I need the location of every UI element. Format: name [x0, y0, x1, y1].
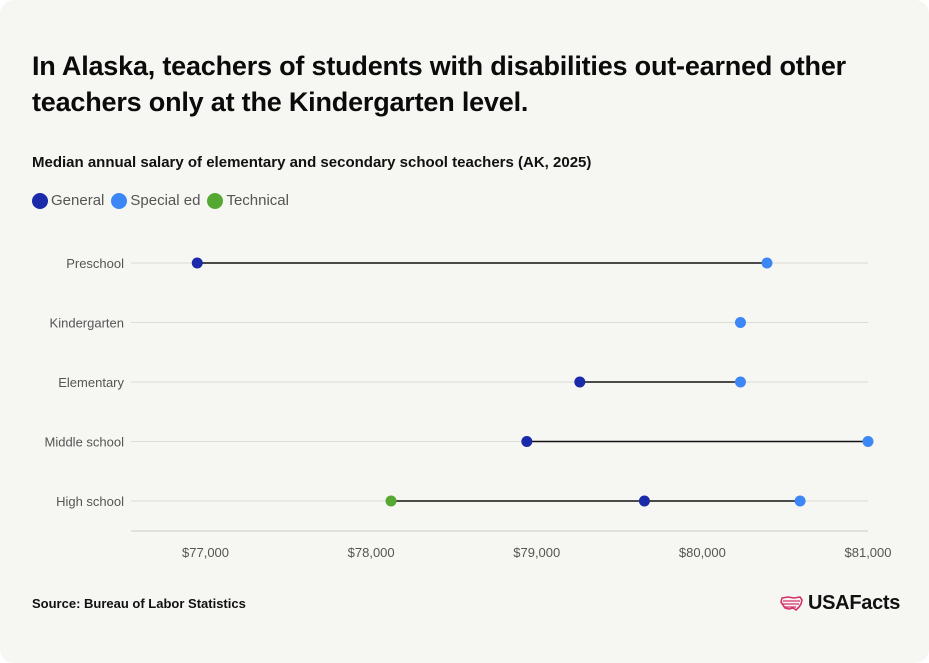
- point-technical: [385, 495, 397, 507]
- category-label-high-school: High school: [56, 494, 124, 509]
- source-note: Source: Bureau of Labor Statistics: [32, 596, 246, 611]
- category-label-middle-school: Middle school: [45, 435, 125, 450]
- x-tick-label: $77,000: [182, 545, 229, 560]
- chart-subtitle: Median annual salary of elementary and s…: [32, 154, 592, 171]
- chart-headline: In Alaska, teachers of students with dis…: [32, 51, 846, 117]
- legend-item-general: General: [32, 192, 104, 209]
- point-general: [191, 257, 203, 269]
- x-tick-label: $79,000: [513, 545, 560, 560]
- usafacts-logo: USAFacts: [780, 592, 900, 615]
- legend-dot-special-ed: [111, 192, 128, 209]
- category-label-preschool: Preschool: [66, 256, 124, 271]
- legend-item-technical: Technical: [207, 192, 289, 209]
- legend-dot-technical: [207, 192, 224, 209]
- category-label-elementary: Elementary: [58, 375, 124, 390]
- legend-label-technical: Technical: [226, 192, 289, 209]
- legend-dot-general: [32, 192, 48, 209]
- legend-label-special-ed: Special ed: [130, 192, 201, 209]
- logo-text: USAFacts: [808, 592, 901, 614]
- us-map-icon: [780, 595, 803, 611]
- x-tick-label: $80,000: [679, 545, 726, 560]
- legend-item-special-ed: Special ed: [111, 192, 200, 209]
- point-special-ed: [794, 495, 806, 507]
- legend-label-general: General: [51, 192, 105, 209]
- point-special-ed: [862, 436, 874, 447]
- x-tick-label: $78,000: [348, 545, 395, 560]
- point-special-ed: [761, 257, 773, 269]
- legend: General Special ed Technical: [32, 192, 296, 209]
- x-tick-label: $81,000: [845, 545, 892, 560]
- point-general: [574, 376, 586, 388]
- point-special-ed: [734, 376, 746, 388]
- point-general: [521, 436, 533, 447]
- point-special-ed: [734, 317, 746, 328]
- category-label-kindergarten: Kindergarten: [50, 316, 124, 331]
- point-general: [638, 495, 650, 507]
